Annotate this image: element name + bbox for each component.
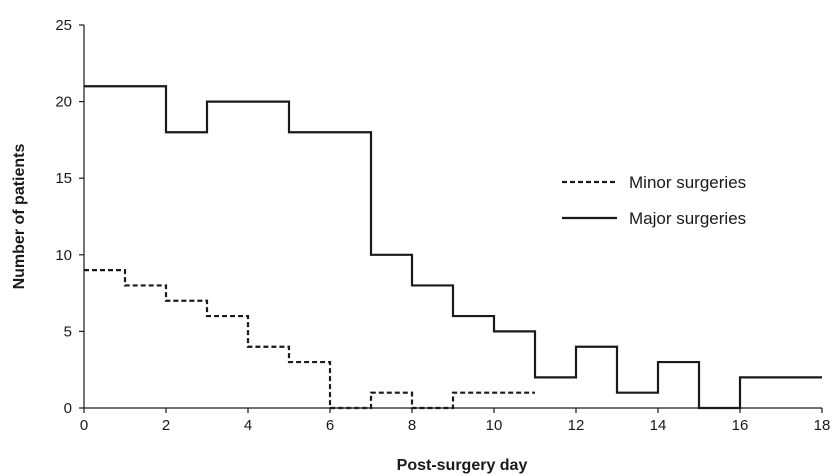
x-tick-label: 6 — [326, 417, 334, 434]
series-line-major-surgeries — [84, 85, 822, 410]
x-tick-label: 10 — [486, 417, 503, 434]
x-tick-label: 18 — [814, 417, 831, 434]
x-tick-label: 2 — [162, 417, 170, 434]
y-tick-label: 10 — [55, 247, 72, 264]
axes — [83, 25, 822, 409]
y-tick-label: 20 — [55, 94, 72, 111]
y-tick-label: 0 — [64, 400, 72, 417]
x-tick-label: 12 — [568, 417, 585, 434]
y-tick-label: 25 — [55, 17, 72, 34]
x-tick-label: 8 — [408, 417, 416, 434]
legend-label: Minor surgeries — [629, 173, 746, 192]
x-tick-label: 14 — [650, 417, 667, 434]
x-tick-label: 16 — [732, 417, 749, 434]
y-axis-title: Number of patients — [11, 144, 28, 290]
y-tick-label: 5 — [64, 323, 72, 340]
y-axis-ticks: 0 5 10 15 20 25 — [55, 17, 84, 417]
legend-label: Major surgeries — [629, 209, 746, 228]
series-line-minor-surgeries — [84, 269, 535, 410]
plot-area — [84, 85, 822, 410]
x-axis-ticks: 0 2 4 6 8 10 12 14 16 18 — [80, 408, 831, 434]
y-tick-label: 15 — [55, 170, 72, 187]
x-axis-title: Post-surgery day — [397, 457, 528, 474]
x-tick-label: 0 — [80, 417, 88, 434]
x-tick-label: 4 — [244, 417, 252, 434]
legend: Minor surgeries Major surgeries — [562, 173, 746, 228]
